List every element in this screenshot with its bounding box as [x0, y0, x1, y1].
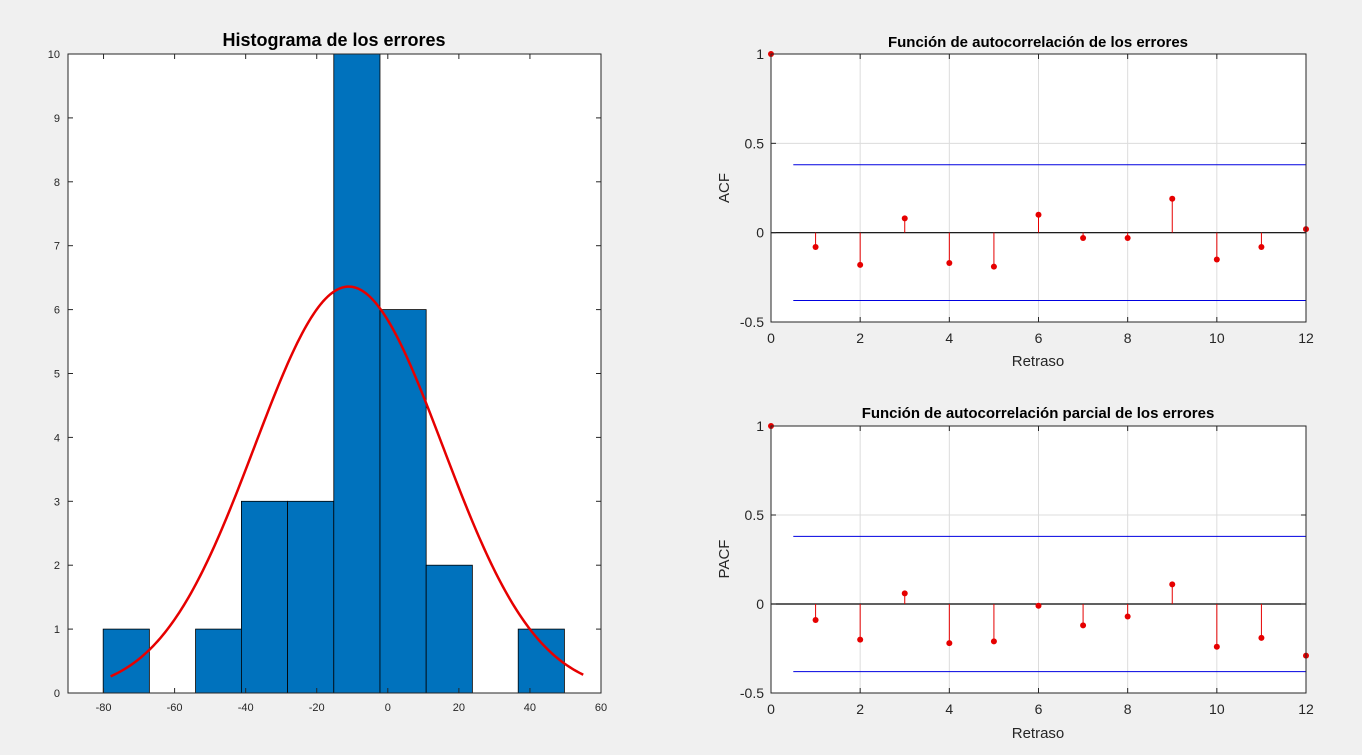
hist-ytick-label: 9 — [54, 113, 60, 125]
acf-xtick-label: 0 — [767, 330, 775, 346]
acf-ytick-label: 0.5 — [745, 135, 765, 151]
acf-ytick-label: -0.5 — [740, 314, 764, 330]
acf-stem-marker — [1258, 243, 1265, 250]
pacf-ytick-label: 1 — [756, 418, 764, 434]
hist-ytick-label: 1 — [54, 624, 60, 636]
pacf-stem-marker — [946, 640, 953, 647]
pacf-ytick-label: 0 — [756, 596, 764, 612]
pacf-xtick-label: 0 — [767, 701, 775, 717]
hist-ytick-label: 3 — [54, 496, 60, 508]
pacf-ytick-label: 0.5 — [745, 507, 765, 523]
pacf-xtick-label: 4 — [945, 701, 953, 717]
hist-bar — [241, 500, 288, 694]
pacf-xtick-label: 10 — [1209, 701, 1225, 717]
pacf-xtick-label: 12 — [1298, 701, 1314, 717]
acf-stem-marker — [1035, 211, 1042, 218]
acf-xtick-label: 8 — [1124, 330, 1132, 346]
pacf-stem-marker — [1258, 634, 1265, 641]
acf-xtick-label: 12 — [1298, 330, 1314, 346]
hist-bar — [379, 309, 427, 694]
hist-bar — [517, 628, 565, 694]
hist-bar — [102, 628, 150, 694]
pacf-xlabel: Retraso — [1012, 725, 1065, 742]
hist-bar — [425, 564, 473, 694]
acf-xtick-label: 10 — [1209, 330, 1225, 346]
hist-fit-curve — [110, 285, 584, 678]
acf-stem-marker — [990, 263, 997, 270]
pacf-title: Función de autocorrelación parcial de lo… — [862, 405, 1215, 422]
pacf-stem-marker — [990, 638, 997, 645]
pacf-xtick-label: 8 — [1124, 701, 1132, 717]
acf-stem-marker — [1080, 235, 1087, 242]
hist-xtick-label: 20 — [453, 702, 465, 714]
pacf-ylabel: PACF — [716, 540, 733, 579]
acf-stem-marker — [1213, 256, 1220, 263]
histogram-panel: Histograma de los errores -80 -60 -40 -20 0 2… — [48, 30, 607, 714]
hist-ytick-label: 7 — [54, 241, 60, 253]
hist-ytick-label: 0 — [54, 688, 60, 700]
hist-bar — [287, 500, 335, 694]
hist-xtick-label: 40 — [524, 702, 536, 714]
acf-ylabel: ACF — [716, 173, 733, 203]
hist-ytick-label: 8 — [54, 177, 60, 189]
acf-stem-marker — [901, 215, 908, 222]
hist-ytick-label: 2 — [54, 560, 60, 572]
acf-ytick-label: 1 — [756, 46, 764, 62]
hist-ytick-label: 10 — [48, 49, 60, 61]
hist-ytick-label: 5 — [54, 369, 60, 381]
acf-stem-marker — [1124, 235, 1131, 242]
pacf-stem-marker — [1169, 581, 1176, 588]
acf-xtick-label: 6 — [1035, 330, 1043, 346]
pacf-stem-marker — [1213, 643, 1220, 650]
hist-xtick-label: -20 — [309, 702, 325, 714]
acf-ytick-label: 0 — [756, 225, 764, 241]
acf-stem-marker — [812, 243, 819, 250]
acf-xtick-label: 4 — [945, 330, 953, 346]
hist-xtick-label: 60 — [595, 702, 607, 714]
pacf-stem-marker — [1080, 622, 1087, 629]
hist-xtick-label: -80 — [96, 702, 112, 714]
hist-ytick-label: 6 — [54, 305, 60, 317]
pacf-stem-marker — [1124, 613, 1131, 620]
pacf-panel: Función de autocorrelación parcial de lo… — [716, 405, 1314, 742]
acf-stem-marker — [946, 260, 953, 267]
pacf-stem-marker — [1035, 602, 1042, 609]
acf-xlabel: Retraso — [1012, 353, 1065, 370]
hist-bar — [195, 628, 242, 694]
acf-stem-marker — [857, 261, 864, 268]
pacf-stem-marker — [901, 590, 908, 597]
hist-ytick-label: 4 — [54, 432, 60, 444]
acf-title: Función de autocorrelación de los errore… — [888, 34, 1188, 51]
hist-bar — [333, 53, 381, 694]
hist-xtick-label: 0 — [385, 702, 391, 714]
hist-xtick-label: -60 — [167, 702, 183, 714]
histogram-title: Histograma de los errores — [222, 30, 445, 50]
hist-xtick-label: -40 — [238, 702, 254, 714]
acf-xtick-label: 2 — [856, 330, 864, 346]
pacf-xtick-label: 6 — [1035, 701, 1043, 717]
pacf-stem-marker — [857, 636, 864, 643]
pacf-ytick-label: -0.5 — [740, 685, 764, 701]
acf-panel: Función de autocorrelación de los errore… — [716, 34, 1314, 370]
pacf-xtick-label: 2 — [856, 701, 864, 717]
pacf-stem-marker — [812, 617, 819, 624]
acf-stem-marker — [1169, 195, 1176, 202]
